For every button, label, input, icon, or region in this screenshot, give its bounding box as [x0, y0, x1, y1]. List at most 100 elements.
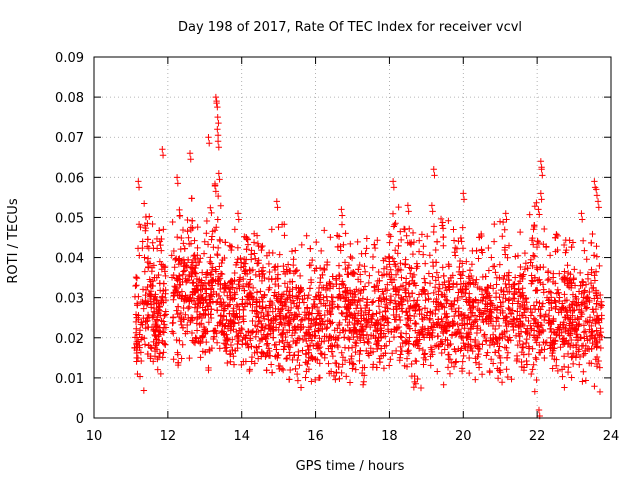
data-point [579, 279, 586, 286]
data-point [256, 317, 264, 325]
data-point [188, 259, 196, 266]
data-point [407, 270, 414, 277]
data-point [174, 303, 182, 310]
data-point [345, 271, 352, 278]
data-point [189, 265, 196, 273]
data-point [139, 244, 146, 252]
data-point [147, 288, 155, 295]
data-point [291, 329, 299, 337]
data-point [485, 267, 493, 274]
data-point [354, 301, 361, 309]
data-point [197, 354, 204, 361]
data-point [344, 264, 351, 272]
data-point [516, 272, 524, 279]
data-point [248, 256, 255, 263]
data-point [298, 241, 305, 249]
data-point [476, 345, 483, 353]
data-point [397, 236, 405, 244]
data-point [149, 239, 156, 247]
data-point [170, 330, 177, 337]
data-point [149, 312, 156, 319]
data-point [144, 323, 152, 331]
data-point [438, 349, 445, 357]
data-point [406, 334, 413, 341]
data-point [359, 381, 367, 388]
data-point [361, 339, 368, 346]
data-point [460, 339, 467, 347]
data-point [396, 313, 403, 321]
data-point [293, 370, 301, 378]
data-point [362, 250, 369, 257]
data-point [503, 327, 511, 335]
data-point [450, 363, 458, 370]
data-point [231, 295, 238, 302]
data-point [373, 339, 381, 347]
data-point [157, 329, 164, 336]
data-point [460, 190, 467, 197]
data-point [373, 364, 380, 371]
data-point [598, 302, 605, 309]
data-point [259, 270, 267, 278]
data-point [580, 322, 588, 329]
data-point [357, 278, 364, 285]
data-point [411, 372, 418, 380]
data-point [169, 319, 176, 327]
data-point [255, 343, 263, 350]
data-point [581, 287, 588, 294]
data-point [296, 362, 303, 369]
data-point [220, 307, 227, 314]
y-tick-label: 0.09 [55, 51, 84, 66]
data-point [444, 364, 452, 371]
data-point [535, 406, 543, 414]
data-point [286, 314, 293, 321]
data-point [433, 321, 440, 328]
data-point [537, 158, 545, 165]
data-point [370, 298, 377, 305]
data-point [214, 132, 222, 139]
data-point [235, 332, 242, 340]
data-point [284, 284, 291, 291]
data-point [372, 320, 379, 328]
data-point [402, 285, 410, 293]
data-point [203, 217, 211, 225]
data-point [386, 254, 393, 261]
data-point [375, 286, 382, 293]
data-point [345, 297, 352, 305]
data-point [265, 345, 272, 352]
data-point [409, 250, 417, 258]
data-point [475, 340, 483, 348]
data-point [533, 243, 541, 251]
data-point [178, 355, 185, 362]
data-point [557, 321, 564, 328]
data-point [321, 227, 328, 234]
data-point [560, 353, 568, 360]
data-point [549, 365, 556, 372]
data-point [519, 344, 527, 351]
data-point [568, 280, 575, 287]
data-point [399, 282, 407, 290]
data-point [498, 286, 505, 294]
data-point [278, 291, 286, 298]
data-point [358, 307, 365, 315]
data-point [336, 285, 343, 292]
data-point [323, 261, 331, 269]
data-point [538, 322, 545, 329]
data-point [435, 291, 442, 298]
data-point [288, 248, 296, 255]
data-point [378, 272, 386, 279]
data-point [567, 284, 575, 292]
data-point [506, 296, 513, 303]
data-point [315, 292, 322, 299]
data-point [575, 288, 583, 295]
data-point [465, 331, 473, 338]
data-point [151, 347, 159, 355]
data-point [356, 350, 363, 358]
data-point [216, 176, 223, 183]
data-point [487, 299, 494, 307]
data-point [150, 327, 157, 335]
data-point [365, 335, 372, 343]
data-point [541, 313, 549, 321]
data-point [490, 341, 498, 348]
data-point [197, 338, 204, 346]
data-point [346, 379, 354, 386]
